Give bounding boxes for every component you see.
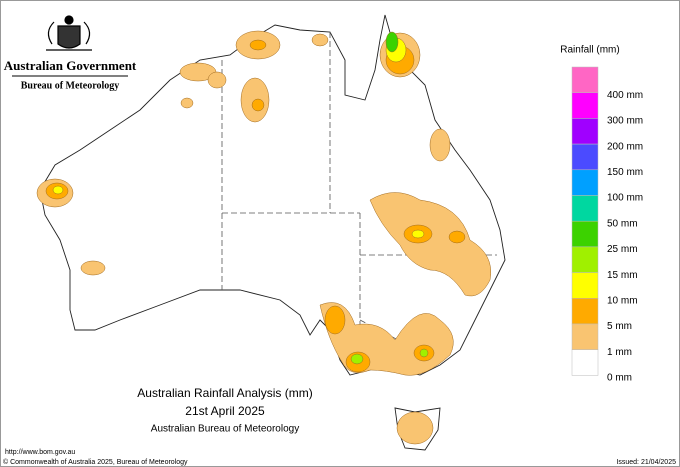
legend-label: 200 mm bbox=[607, 141, 643, 152]
rain-area bbox=[419, 348, 429, 358]
rain-area bbox=[207, 71, 227, 89]
government-name: Australian Government bbox=[4, 58, 137, 73]
legend: 400 mm 300 mm 200 mm 150 mm 100 mm 50 mm 25 mm… bbox=[571, 66, 643, 384]
rain-area bbox=[350, 353, 364, 365]
rain-area bbox=[251, 98, 265, 112]
legend-label: 300 mm bbox=[607, 116, 643, 127]
state-border bbox=[221, 32, 497, 363]
rain-area bbox=[411, 229, 425, 239]
legend-swatch bbox=[571, 349, 599, 376]
legend-label: 10 mm bbox=[607, 296, 638, 307]
rain-area bbox=[369, 192, 492, 297]
footer-issued: Issued: 21/04/2025 bbox=[616, 459, 676, 466]
legend-swatch bbox=[571, 272, 599, 299]
rain-area bbox=[448, 230, 466, 244]
coat-of-arms bbox=[46, 15, 92, 51]
rainfall-areas bbox=[36, 30, 492, 445]
legend-label: 25 mm bbox=[607, 244, 638, 255]
legend-swatch bbox=[571, 195, 599, 222]
legend-title: Rainfall (mm) bbox=[560, 45, 619, 56]
rain-area bbox=[324, 305, 346, 335]
map-source: Australian Bureau of Meteorology bbox=[151, 424, 299, 435]
legend-swatch bbox=[571, 143, 599, 171]
legend-label: 400 mm bbox=[607, 90, 643, 101]
rain-area bbox=[180, 97, 194, 109]
legend-label: 150 mm bbox=[607, 167, 643, 178]
legend-label: 1 mm bbox=[607, 347, 632, 358]
legend-swatch bbox=[571, 169, 599, 196]
legend-label: 15 mm bbox=[607, 270, 638, 281]
legend-label: 100 mm bbox=[607, 193, 643, 204]
rain-area bbox=[429, 128, 451, 162]
rain-area bbox=[385, 31, 399, 53]
legend-swatch bbox=[571, 92, 599, 119]
legend-label: 5 mm bbox=[607, 321, 632, 332]
map-date: 21st April 2025 bbox=[185, 404, 265, 418]
legend-swatch bbox=[571, 298, 599, 325]
rain-area bbox=[80, 260, 106, 276]
footer-copyright: © Commonwealth of Australia 2025, Bureau… bbox=[3, 458, 188, 466]
legend-swatch bbox=[571, 118, 599, 145]
legend-label: 0 mm bbox=[607, 373, 632, 384]
agency-name: Bureau of Meteorology bbox=[21, 80, 120, 91]
rain-area bbox=[249, 39, 267, 51]
legend-swatch bbox=[571, 246, 599, 273]
legend-swatch bbox=[571, 220, 599, 248]
map-title: Australian Rainfall Analysis (mm) bbox=[137, 386, 312, 400]
rain-area bbox=[396, 411, 434, 445]
legend-swatch bbox=[571, 66, 599, 93]
footer-url: http://www.bom.gov.au bbox=[5, 449, 75, 456]
rain-area bbox=[52, 185, 64, 195]
legend-swatch bbox=[571, 323, 599, 350]
rain-area bbox=[311, 33, 329, 47]
legend-label: 50 mm bbox=[607, 218, 638, 229]
